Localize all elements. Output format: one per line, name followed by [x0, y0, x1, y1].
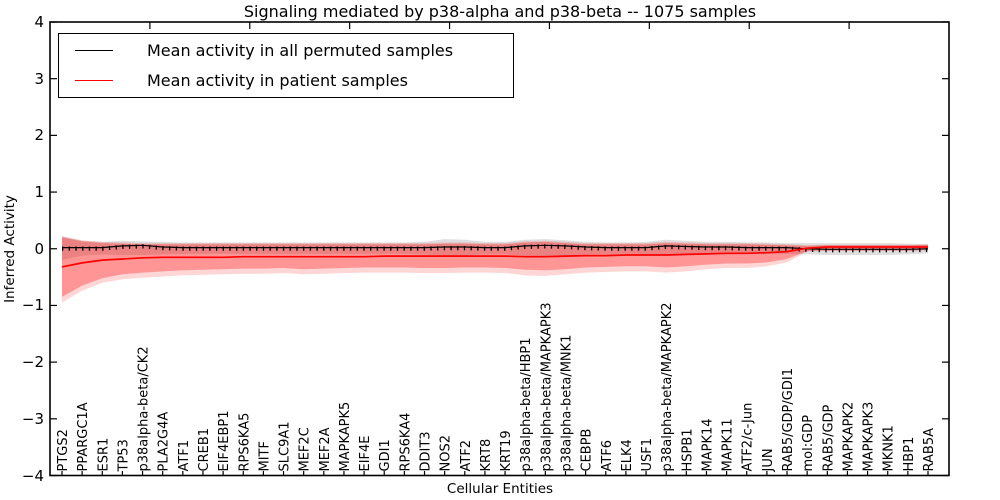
- x-tick-label: p38alpha-beta/MAPKAPK3: [539, 303, 554, 472]
- y-tick-label: −2: [21, 353, 44, 372]
- x-tick-label: RPS6KA5: [237, 413, 252, 472]
- x-tick-label: MAPKAPK3: [862, 402, 877, 472]
- band-patient-samples-spread-outer: [62, 236, 928, 303]
- x-tick-label: MEF2C: [298, 427, 313, 471]
- y-tick-label: 0: [34, 239, 44, 258]
- x-tick-label: ATF1: [177, 440, 192, 472]
- band-patient-samples-spread-inner: [62, 237, 928, 297]
- x-tick-label: ATF6: [600, 440, 615, 472]
- y-tick-label: 2: [34, 126, 44, 145]
- legend-item: Mean activity in all permuted samples: [59, 41, 513, 60]
- x-tick-label: RAB5/GDP/GDI1: [781, 368, 796, 471]
- series-permuted-mean-line: [62, 244, 929, 250]
- x-tick-label: EIF4EBP1: [217, 410, 232, 471]
- x-tick-label: KRT19: [499, 430, 514, 471]
- x-tick-label: ESR1: [96, 438, 111, 472]
- x-tick-label: HSPB1: [680, 428, 695, 471]
- x-tick-label: MITF: [257, 441, 272, 471]
- x-tick-label: MAPK14: [701, 418, 716, 471]
- x-tick-label: HBP1: [902, 437, 917, 472]
- x-tick-label: TP53: [116, 439, 131, 472]
- x-tick-label: mol:GDP: [801, 415, 816, 472]
- y-tick-label: 4: [34, 13, 44, 31]
- x-tick-label: ATF2/c-Jun: [741, 403, 756, 472]
- x-tick-label: RPS6KA4: [398, 413, 413, 472]
- legend-item: Mean activity in patient samples: [59, 71, 513, 90]
- x-tick-label: p38alpha-beta/MAPKAPK2: [660, 303, 675, 472]
- x-tick-label: p38alpha-beta/HBP1: [519, 337, 534, 471]
- x-tick-label: DDIT3: [419, 431, 434, 471]
- y-tick-label: −3: [21, 409, 44, 428]
- x-tick-label: MAPKAPK2: [841, 402, 856, 472]
- x-tick-label: SLC9A1: [278, 421, 293, 471]
- series-patient-mean-line: [61, 246, 928, 268]
- y-tick-label: −1: [21, 296, 44, 315]
- legend-line-swatch: [75, 80, 113, 82]
- x-tick-label: PPARGC1A: [76, 402, 91, 471]
- x-tick-label: EIF4E: [358, 435, 373, 471]
- x-axis-label: Cellular Entities: [446, 481, 554, 497]
- chart-title: Signaling mediated by p38-alpha and p38-…: [243, 2, 757, 21]
- x-tick-label: MEF2A: [318, 427, 333, 471]
- x-tick-label: PLA2G4A: [157, 412, 172, 472]
- x-tick-label: JUN: [761, 448, 776, 472]
- x-tick-label: NOS2: [439, 435, 454, 471]
- y-tick-label: 1: [34, 183, 44, 202]
- y-tick-label: −4: [21, 466, 44, 485]
- x-tick-label: ELK4: [620, 439, 635, 471]
- x-tick-label: CREB1: [197, 428, 212, 472]
- legend: Mean activity in all permuted samples Mea…: [58, 33, 514, 98]
- x-tick-label: RAB5/GDP: [821, 404, 836, 471]
- x-tick-label: USF1: [640, 438, 655, 472]
- x-tick-label: p38alpha-beta/CK2: [137, 346, 152, 471]
- x-tick-label: MKNK1: [882, 425, 897, 471]
- x-tick-label: GDI1: [378, 439, 393, 471]
- legend-label: Mean activity in all permuted samples: [147, 40, 454, 60]
- x-tick-label: ATF2: [459, 440, 474, 472]
- x-tick-label: RAB5A: [922, 428, 937, 472]
- x-tick-label: p38alpha-beta/MNK1: [560, 335, 575, 472]
- y-tick-label: 3: [34, 69, 44, 88]
- x-tick-label: MAPK11: [721, 418, 736, 471]
- x-tick-label: CEBPB: [580, 429, 595, 472]
- legend-label: Mean activity in patient samples: [147, 71, 408, 91]
- x-tick-label: MAPKAPK5: [338, 402, 353, 472]
- x-tick-label: PTGS2: [56, 429, 71, 471]
- legend-line-swatch: [75, 49, 113, 51]
- x-tick-label: KRT8: [479, 439, 494, 472]
